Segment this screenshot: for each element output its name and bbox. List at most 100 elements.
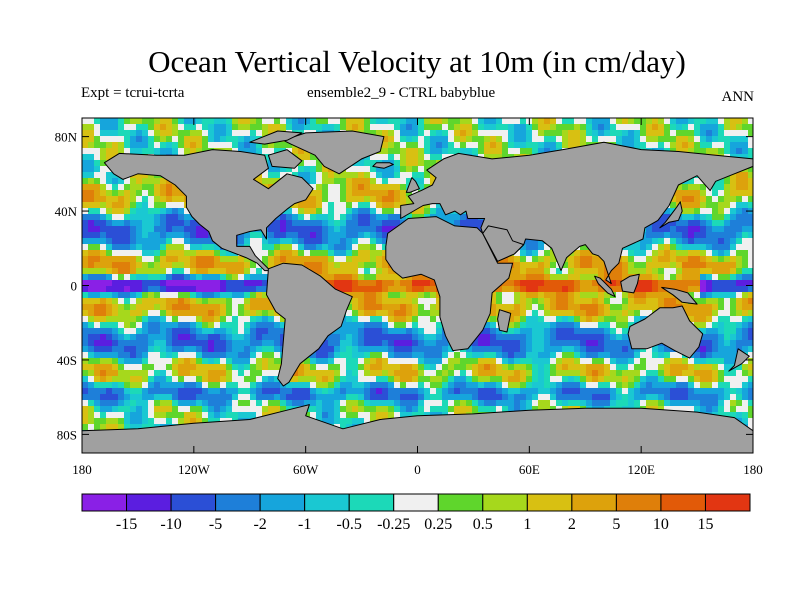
field-cell <box>640 286 646 292</box>
field-cell <box>322 274 328 280</box>
field-cell <box>526 274 532 280</box>
field-cell <box>658 346 664 352</box>
field-cell <box>316 214 322 220</box>
field-cell <box>148 370 154 376</box>
field-cell <box>334 220 340 226</box>
field-cell <box>736 364 742 370</box>
field-cell <box>118 214 124 220</box>
field-cell <box>160 178 166 184</box>
field-cell <box>172 274 178 280</box>
field-cell <box>538 334 544 340</box>
field-cell <box>694 238 700 244</box>
field-cell <box>196 118 202 124</box>
field-cell <box>400 298 406 304</box>
field-cell <box>724 214 730 220</box>
field-cell <box>88 160 94 166</box>
field-cell <box>448 214 454 220</box>
field-cell <box>574 346 580 352</box>
field-cell <box>748 172 753 178</box>
field-cell <box>508 280 514 286</box>
field-cell <box>244 382 250 388</box>
field-cell <box>130 322 136 328</box>
field-cell <box>430 292 436 298</box>
field-cell <box>406 160 412 166</box>
field-cell <box>82 340 88 346</box>
field-cell <box>454 364 460 370</box>
field-cell <box>136 334 142 340</box>
field-cell <box>130 244 136 250</box>
field-cell <box>418 322 424 328</box>
field-cell <box>346 256 352 262</box>
field-cell <box>238 352 244 358</box>
field-cell <box>316 256 322 262</box>
field-cell <box>124 136 130 142</box>
field-cell <box>88 334 94 340</box>
field-cell <box>208 340 214 346</box>
field-cell <box>634 292 640 298</box>
field-cell <box>106 292 112 298</box>
field-cell <box>610 130 616 136</box>
field-cell <box>178 376 184 382</box>
field-cell <box>310 214 316 220</box>
field-cell <box>232 130 238 136</box>
field-cell <box>166 274 172 280</box>
field-cell <box>346 334 352 340</box>
field-cell <box>94 382 100 388</box>
field-cell <box>394 130 400 136</box>
field-cell <box>718 202 724 208</box>
field-cell <box>328 124 334 130</box>
field-cell <box>424 298 430 304</box>
field-cell <box>262 148 268 154</box>
field-cell <box>340 346 346 352</box>
field-cell <box>130 136 136 142</box>
field-cell <box>718 346 724 352</box>
field-cell <box>148 292 154 298</box>
field-cell <box>484 346 490 352</box>
field-cell <box>118 148 124 154</box>
field-cell <box>382 286 388 292</box>
field-cell <box>502 334 508 340</box>
field-cell <box>730 196 736 202</box>
field-cell <box>208 256 214 262</box>
field-cell <box>100 172 106 178</box>
field-cell <box>442 358 448 364</box>
field-cell <box>706 316 712 322</box>
field-cell <box>406 364 412 370</box>
field-cell <box>748 190 753 196</box>
field-cell <box>178 136 184 142</box>
field-cell <box>304 166 310 172</box>
field-cell <box>736 268 742 274</box>
field-cell <box>250 124 256 130</box>
field-cell <box>544 148 550 154</box>
field-cell <box>196 244 202 250</box>
field-cell <box>514 130 520 136</box>
field-cell <box>688 184 694 190</box>
field-cell <box>400 376 406 382</box>
field-cell <box>520 136 526 142</box>
field-cell <box>238 286 244 292</box>
field-cell <box>304 358 310 364</box>
field-cell <box>82 130 88 136</box>
field-cell <box>88 130 94 136</box>
field-cell <box>232 376 238 382</box>
field-cell <box>652 292 658 298</box>
field-cell <box>262 256 268 262</box>
field-cell <box>394 136 400 142</box>
field-cell <box>304 118 310 124</box>
field-cell <box>694 310 700 316</box>
field-cell <box>94 346 100 352</box>
field-cell <box>364 118 370 124</box>
field-cell <box>316 124 322 130</box>
field-cell <box>202 124 208 130</box>
field-cell <box>352 370 358 376</box>
field-cell <box>712 184 718 190</box>
field-cell <box>712 340 718 346</box>
field-cell <box>154 334 160 340</box>
field-cell <box>262 358 268 364</box>
field-cell <box>544 352 550 358</box>
field-cell <box>292 208 298 214</box>
field-cell <box>352 316 358 322</box>
field-cell <box>112 190 118 196</box>
field-cell <box>460 214 466 220</box>
field-cell <box>724 358 730 364</box>
